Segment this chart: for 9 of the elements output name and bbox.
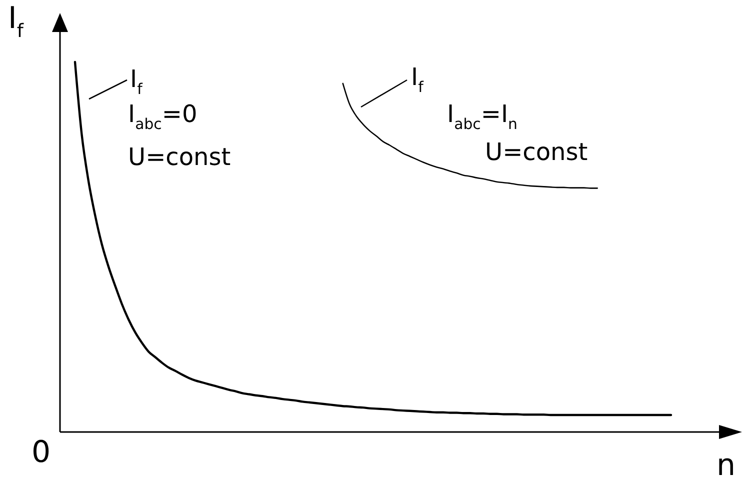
legend-label: I$_{f}$ (411, 63, 424, 96)
legend-label: I$_{f}$ (130, 65, 144, 98)
y-axis-title: I$_{f}$ (8, 1, 24, 42)
annotation: I$_{abc}$=I$_{n}$ (447, 100, 518, 134)
annotation: I$_{abc}$=0 (128, 100, 198, 134)
annotation: U=const (128, 143, 231, 171)
annotation: U=const (485, 138, 588, 166)
x-axis-title: n (716, 448, 736, 482)
text: 0 (31, 435, 51, 470)
